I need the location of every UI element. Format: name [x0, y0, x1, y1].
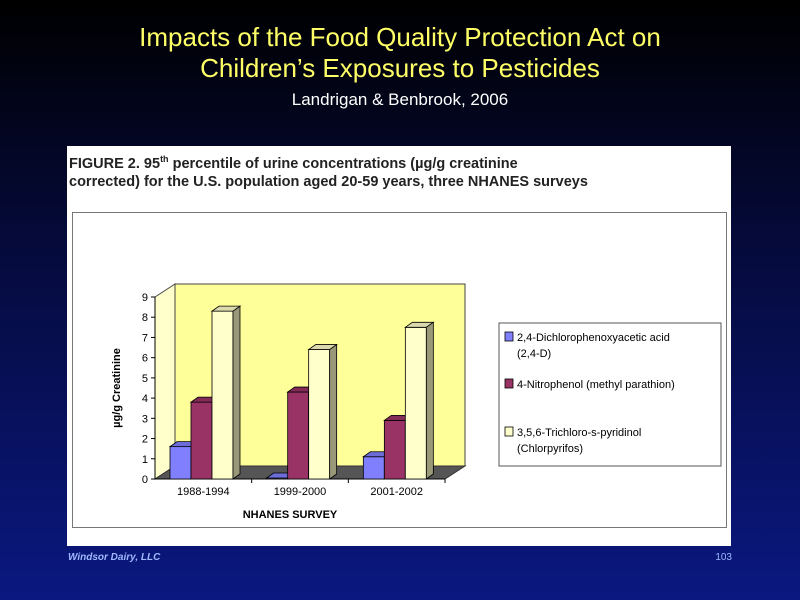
y-tick-label: 3	[142, 413, 148, 425]
legend-label: 2,4-Dichlorophenoxyacetic acid	[517, 332, 670, 344]
legend-label: (2,4-D)	[517, 348, 551, 360]
legend-label: 3,5,6-Trichloro-s-pyridinol	[517, 427, 641, 439]
y-tick-label: 5	[142, 373, 148, 385]
slide-title-line-2: Children’s Exposures to Pesticides	[200, 53, 600, 83]
bar	[404, 326, 427, 480]
bar-side	[329, 343, 338, 480]
y-axis-title: µg/g Creatinine	[111, 348, 123, 428]
legend-box	[498, 322, 722, 467]
chart-box: 0 1 2 3 4 5 6 7 8 9 1988-1994 1999-2000 2001-2002 µg/…	[72, 212, 727, 528]
y-tick-label: 4	[142, 393, 148, 405]
bar-side	[232, 305, 241, 480]
legend-swatch	[504, 331, 514, 342]
bar	[190, 401, 213, 480]
legend-swatch	[504, 426, 514, 437]
bar	[308, 349, 331, 480]
footer-company: Windsor Dairy, LLC	[68, 552, 161, 563]
legend-swatch	[504, 378, 514, 389]
caption-line1-rest: percentile of urine concentrations (µg/g…	[168, 155, 518, 172]
y-tick-label: 1	[142, 454, 148, 466]
figure-caption: FIGURE 2. 95th percentile of urine conce…	[69, 150, 709, 191]
bar	[287, 391, 310, 480]
y-tick-label: 8	[142, 312, 148, 324]
y-tick-label: 9	[142, 292, 148, 304]
x-axis-title: NHANES SURVEY	[243, 509, 338, 521]
y-tick-label: 7	[142, 332, 148, 344]
slide-subtitle: Landrigan & Benbrook, 2006	[291, 90, 509, 109]
caption-superscript: th	[160, 154, 169, 164]
bar	[383, 419, 406, 480]
bar-chart: 0 1 2 3 4 5 6 7 8 9 1988-1994 1999-2000 2001-2002 µg/…	[111, 283, 722, 521]
bar	[211, 310, 234, 480]
y-tick-label: 0	[142, 474, 148, 486]
slide-title-line-1: Impacts of the Food Quality Protection A…	[139, 22, 661, 52]
x-tick-label: 1999-2000	[274, 486, 327, 498]
x-tick-label: 2001-2002	[370, 486, 423, 498]
slide-title: Impacts of the Food Quality Protection A…	[0, 22, 800, 84]
y-tick-label: 6	[142, 353, 148, 365]
legend-label: 4-Nitrophenol (methyl parathion)	[517, 379, 675, 391]
caption-prefix: FIGURE 2. 95	[69, 155, 161, 172]
bar	[169, 446, 192, 480]
bar	[362, 456, 385, 480]
y-tick-label: 2	[142, 434, 148, 446]
figure-panel: FIGURE 2. 95th percentile of urine conce…	[67, 146, 731, 546]
legend-label: (Chlorpyrifos)	[517, 443, 583, 455]
page-number: 103	[715, 552, 732, 563]
bar-side	[425, 321, 434, 480]
caption-line2: corrected) for the U.S. population aged …	[69, 173, 588, 190]
x-tick-label: 1988-1994	[177, 486, 230, 498]
